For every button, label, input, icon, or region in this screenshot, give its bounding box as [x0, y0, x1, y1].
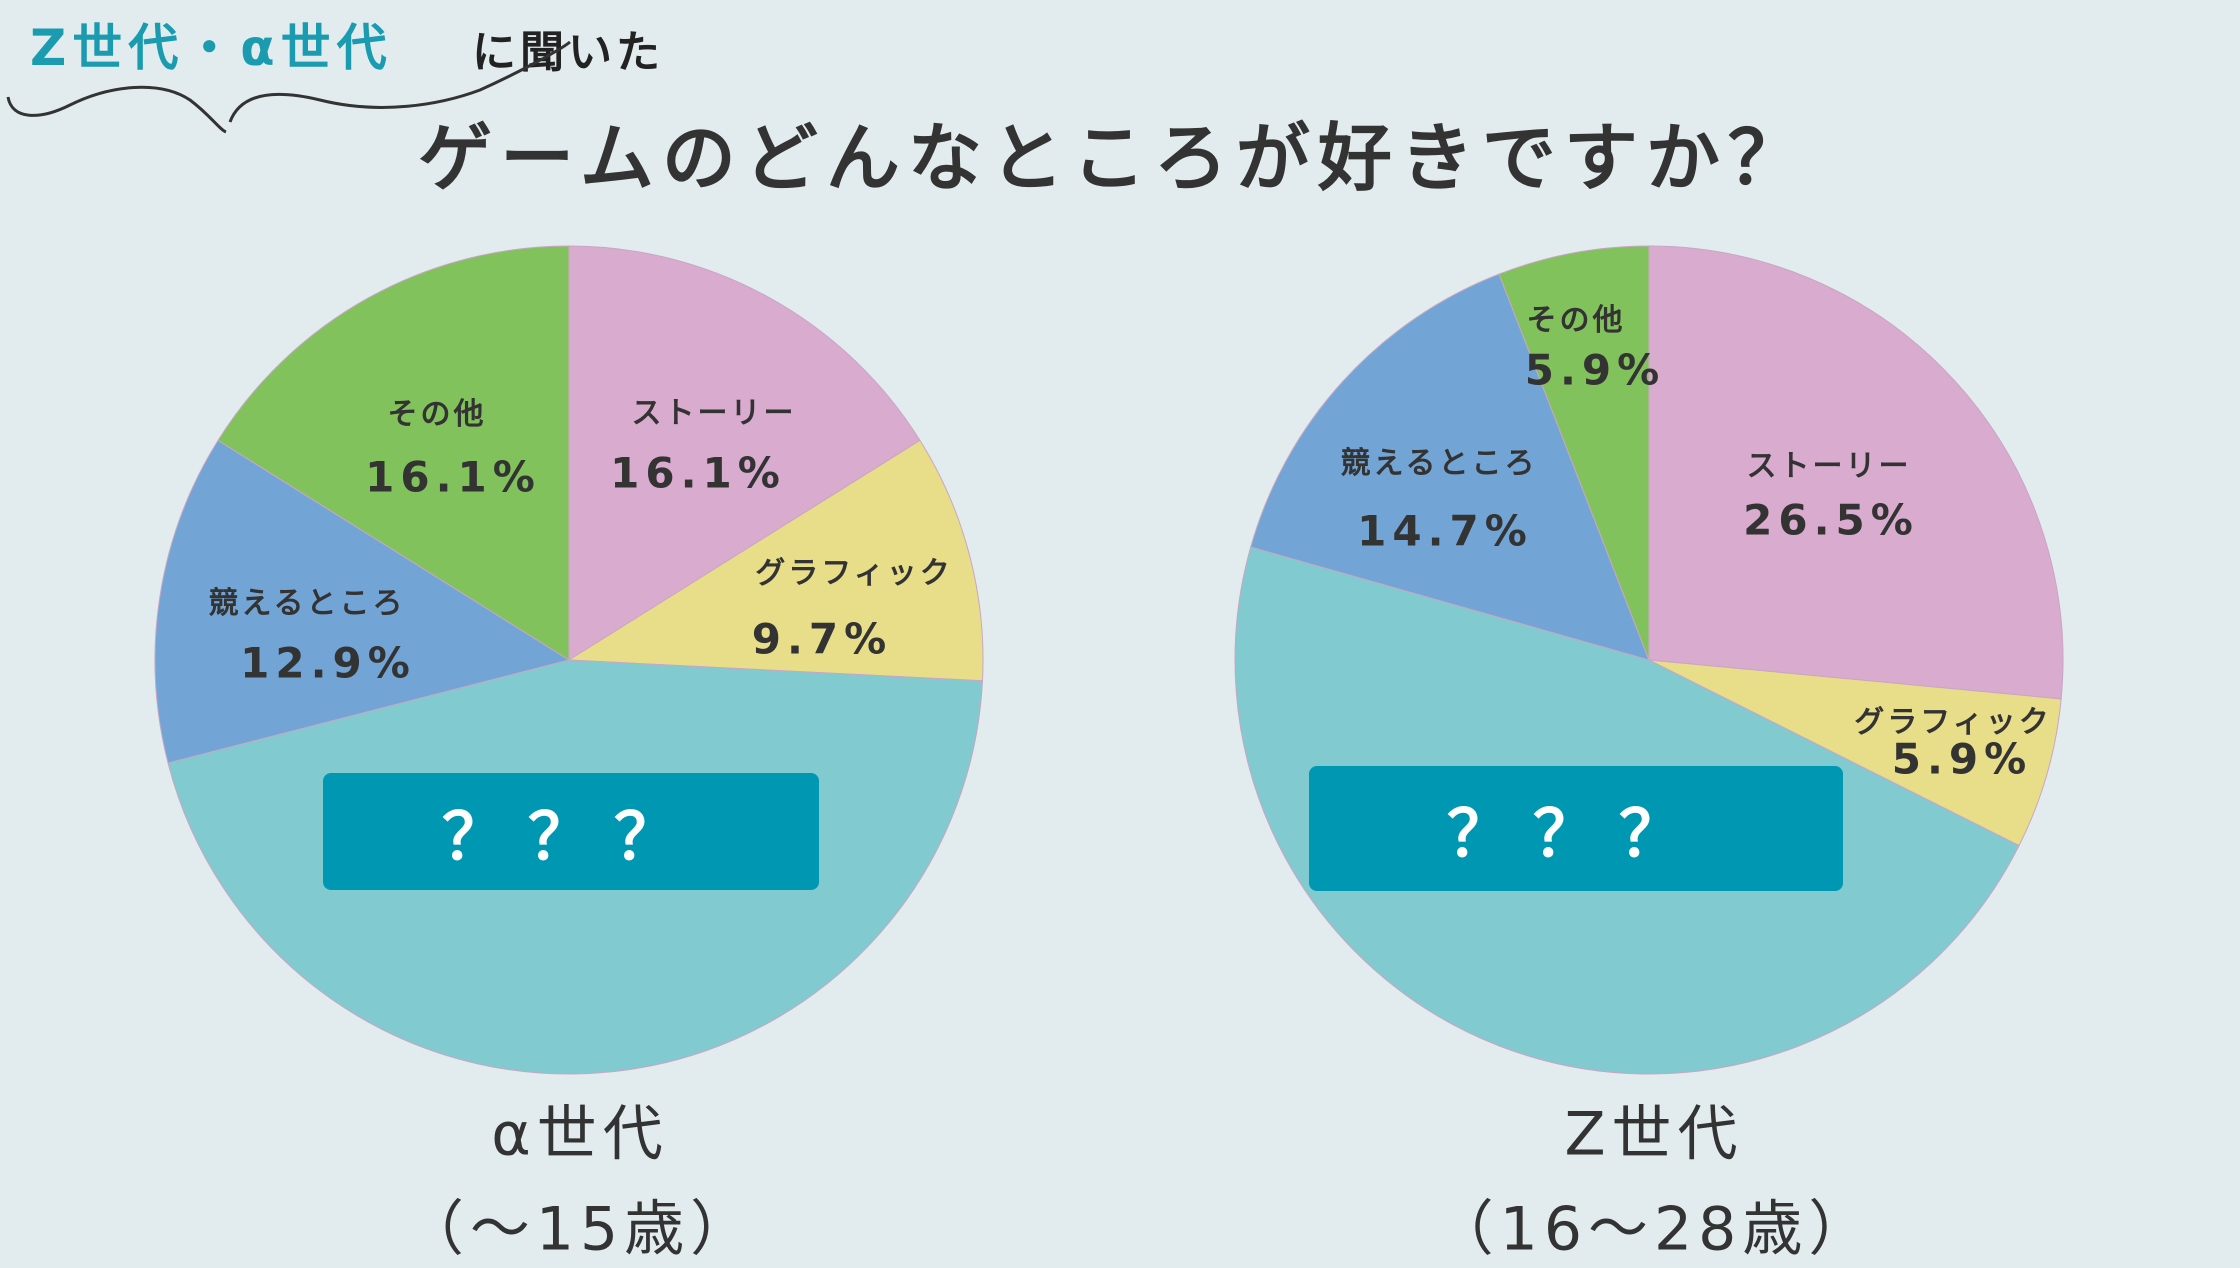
subtitle-highlight: Z世代・α世代	[30, 19, 393, 77]
left-value-story: 16.1%	[610, 448, 786, 498]
left-label-other: その他	[387, 397, 487, 432]
right-label-story: ストーリー	[1746, 449, 1912, 484]
left-label-story: ストーリー	[631, 396, 797, 431]
right-hidden-answer-box: ？？？	[1309, 766, 1843, 891]
right-label-graphic: グラフィック	[1854, 705, 2052, 740]
subtitle-rest: に聞いた	[472, 27, 664, 78]
speech-curve	[6, 40, 571, 134]
right-value-story: 26.5%	[1743, 495, 1919, 545]
left-slice-graphic	[567, 439, 984, 682]
left-slice-other	[217, 245, 570, 661]
left-value-graphic: 9.7%	[751, 614, 893, 664]
right-slice-compete	[1250, 273, 1650, 661]
left-value-compete: 12.9%	[240, 638, 416, 688]
right-slice-graphic	[1648, 659, 2062, 847]
left-chart-title: α世代	[491, 1099, 669, 1170]
left-label-graphic: グラフィック	[755, 556, 953, 591]
right-slice-story	[1648, 245, 2064, 700]
left-chart-subtitle: （〜15歳）	[403, 1194, 757, 1265]
right-value-graphic: 5.9%	[1891, 734, 2033, 784]
left-hidden-answer-box: ？？？	[323, 773, 819, 890]
left-label-compete: 競えるところ	[208, 586, 406, 621]
right-chart-title: Z世代	[1564, 1099, 1744, 1170]
right-slice-other	[1498, 245, 1650, 661]
left-value-other: 16.1%	[365, 452, 541, 502]
left-slice-story	[568, 245, 921, 661]
right-chart-subtitle: （16〜28歳）	[1433, 1194, 1875, 1265]
right-value-other: 5.9%	[1524, 345, 1666, 395]
right-label-compete: 競えるところ	[1340, 446, 1538, 481]
right-value-compete: 14.7%	[1357, 506, 1533, 556]
left-slice-compete	[154, 439, 571, 764]
right-label-other: その他	[1526, 303, 1626, 338]
page-title: ゲームのどんなところが好きですか？	[418, 115, 1810, 202]
